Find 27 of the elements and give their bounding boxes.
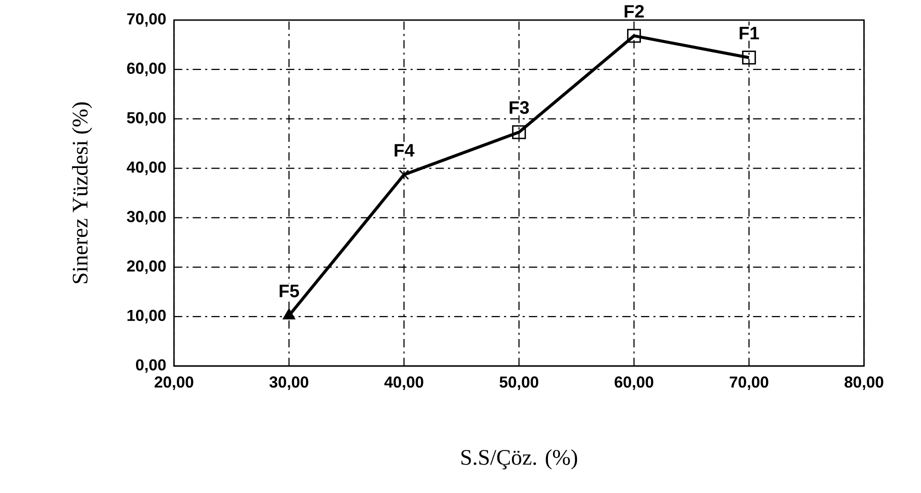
- x-tick-label: 50,00: [500, 376, 538, 390]
- point: [512, 125, 526, 140]
- y-tick-label: 30,00: [126, 210, 166, 224]
- y-tick-label: 70,00: [127, 13, 166, 27]
- x-tick-label: 70,00: [730, 376, 768, 390]
- annotation: F2: [624, 4, 644, 18]
- y-tick-label: 0,00: [136, 359, 166, 373]
- x-tick-label: 40,00: [384, 376, 424, 390]
- point: [742, 50, 756, 64]
- y-tick-label: 50,00: [127, 112, 166, 126]
- point: [627, 28, 641, 43]
- y-tick-label: 60,00: [127, 62, 166, 76]
- annotation: F5: [280, 284, 299, 298]
- annotation: F4: [394, 144, 414, 156]
- x-tick-label: 80,00: [844, 376, 884, 390]
- annotation: F1: [740, 26, 760, 40]
- point: [282, 308, 296, 320]
- x-tick-label: 30,00: [269, 376, 308, 390]
- y-tick-label: 20,00: [127, 260, 166, 274]
- x-axis-title: S.S/Çöz. (%): [461, 449, 578, 470]
- point: [398, 170, 410, 180]
- y-tick-label: 10,00: [128, 310, 166, 324]
- y-axis-title: Sinerez Yüzdesi (%): [72, 102, 92, 284]
- y-tick-label: 40,00: [126, 162, 166, 176]
- x-tick-label: 60,00: [614, 376, 654, 390]
- x-tick-label: 20,00: [154, 376, 194, 390]
- annotation: F3: [510, 101, 529, 114]
